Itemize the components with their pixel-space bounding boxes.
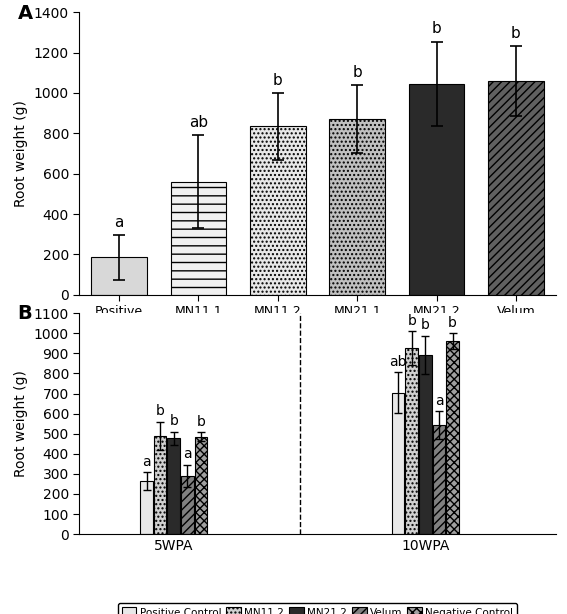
Text: b: b — [273, 73, 283, 88]
Text: B: B — [18, 305, 32, 324]
Text: ab: ab — [390, 355, 407, 369]
Y-axis label: Root weight (g): Root weight (g) — [14, 370, 28, 477]
Text: b: b — [352, 65, 362, 80]
Bar — [433, 426, 445, 534]
Text: a: a — [183, 447, 192, 461]
Y-axis label: Root weight (g): Root weight (g) — [14, 100, 28, 207]
Text: ab: ab — [189, 115, 208, 130]
Text: b: b — [156, 405, 164, 418]
Bar — [329, 119, 385, 295]
Legend: Positive Control, MN11.2, MN21.2, Velum, Negative Control: Positive Control, MN11.2, MN21.2, Velum,… — [118, 603, 517, 614]
Text: b: b — [511, 26, 521, 41]
Text: b: b — [431, 21, 442, 36]
Bar — [405, 348, 418, 534]
Bar — [167, 438, 180, 534]
Text: a: a — [115, 215, 124, 230]
Bar — [409, 84, 464, 295]
Text: b: b — [197, 414, 205, 429]
Bar — [488, 81, 544, 295]
Text: b: b — [448, 316, 457, 330]
Text: A: A — [18, 4, 32, 23]
Text: b: b — [407, 314, 416, 328]
Bar — [446, 341, 459, 534]
Bar — [154, 436, 167, 534]
Bar — [140, 481, 153, 534]
Bar — [194, 437, 207, 534]
Bar — [392, 392, 404, 534]
Bar — [91, 257, 147, 295]
Text: a: a — [435, 394, 443, 408]
Text: b: b — [421, 318, 430, 332]
Bar — [250, 126, 306, 295]
Bar — [171, 182, 226, 295]
Bar — [181, 476, 193, 534]
Text: b: b — [170, 414, 178, 428]
Text: a: a — [142, 455, 151, 468]
Bar — [419, 355, 431, 534]
